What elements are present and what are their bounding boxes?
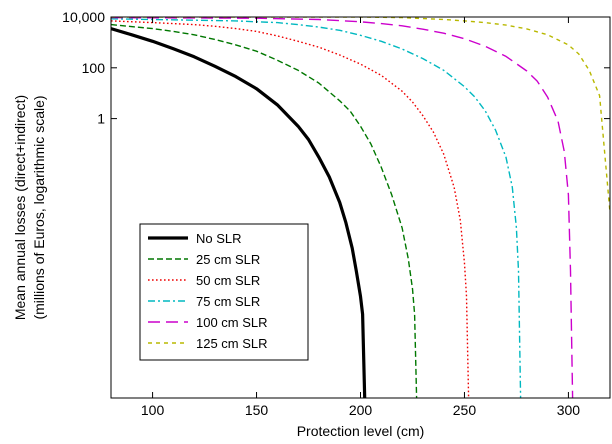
legend: No SLR 25 cm SLR 50 cm SLR 75 cm SLR 100 cm …	[139, 223, 309, 361]
series-line-no-slr	[111, 27, 367, 398]
legend-label-75-cm-slr: 75 cm SLR	[196, 294, 260, 309]
series-line-125-cm-slr	[111, 17, 610, 213]
legend-box	[139, 223, 309, 361]
series-line-100-cm-slr	[111, 17, 574, 398]
x-tick-label: 250	[453, 402, 477, 418]
series-line-50-cm-slr	[111, 20, 470, 398]
series-line-75-cm-slr	[111, 18, 522, 398]
legend-label-125-cm-slr: 125 cm SLR	[196, 336, 268, 351]
legend-label-25-cm-slr: 25 cm SLR	[196, 252, 260, 267]
y-axis-label-line-2: (millions of Euros, logarithmic scale)	[31, 95, 47, 319]
y-tick-label: 1	[97, 111, 105, 127]
y-tick-label: 10,000	[62, 9, 105, 25]
y-axis-label: Mean annual losses (direct+indirect) (mi…	[12, 95, 47, 320]
legend-label-no-slr: No SLR	[196, 231, 242, 246]
series-layer	[111, 17, 610, 398]
x-tick-label: 300	[557, 402, 581, 418]
legend-label-100-cm-slr: 100 cm SLR	[196, 315, 268, 330]
legend-label-50-cm-slr: 50 cm SLR	[196, 273, 260, 288]
series-line-25-cm-slr	[111, 23, 418, 398]
y-axis-label-line-1: Mean annual losses (direct+indirect)	[12, 95, 28, 320]
x-tick-label: 100	[141, 402, 165, 418]
x-axis-label: Protection level (cm)	[297, 423, 425, 439]
x-tick-label: 200	[349, 402, 373, 418]
ticks-layer: 100 150 200 250 300 1 100 10,000	[62, 9, 610, 418]
x-tick-label: 150	[245, 402, 269, 418]
y-tick-label: 100	[82, 60, 106, 76]
